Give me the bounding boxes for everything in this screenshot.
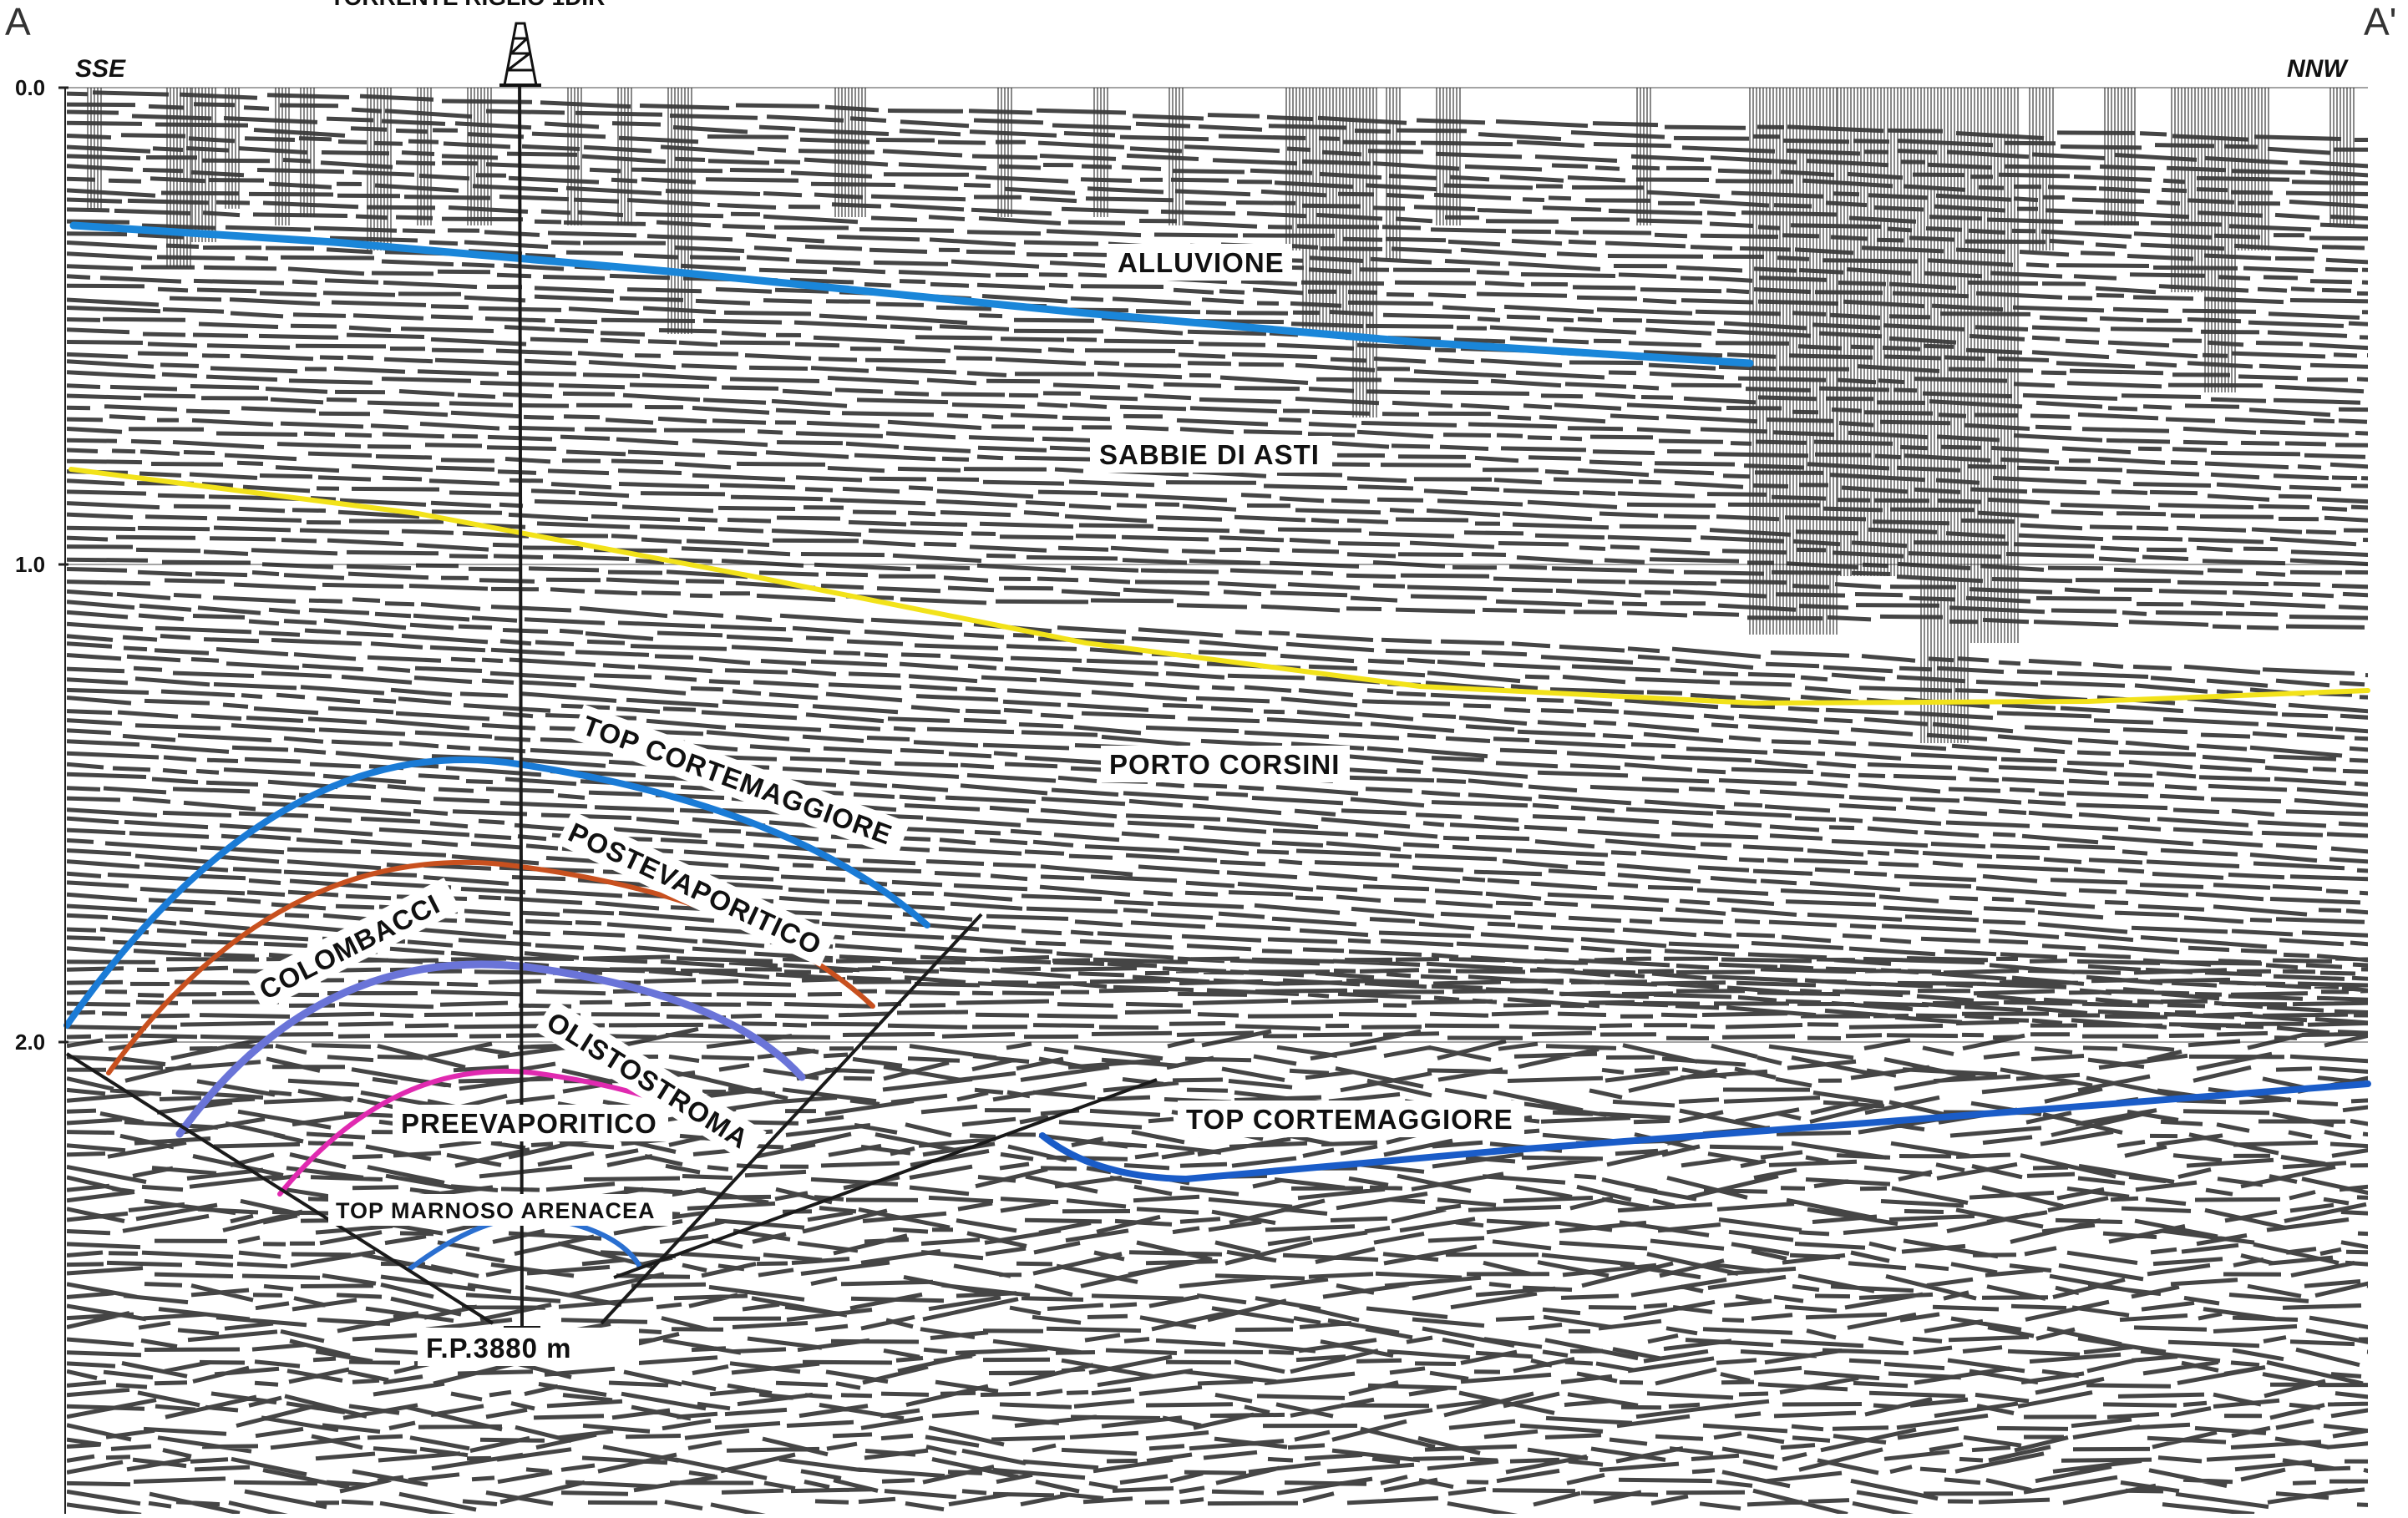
- time-tick-2: 2.0: [15, 1030, 45, 1055]
- drilling-rig-icon: [499, 22, 541, 87]
- time-tick-1: 1.0: [15, 552, 45, 577]
- label-preevaporitico: PREEVAPORITICO: [401, 1108, 657, 1139]
- fault-right: [600, 913, 983, 1325]
- olistostroma-horizon: [175, 960, 806, 1138]
- section-end-label: A': [2364, 0, 2396, 43]
- section-start-label: A: [5, 0, 31, 43]
- vertical-noise-bands: [87, 88, 2355, 743]
- sabbie-di-asti-base-horizon: [68, 467, 2370, 706]
- alluvione-base-horizon: [69, 221, 1754, 367]
- fault-right-splay: [613, 1078, 1158, 1279]
- well-name: TORRENTE RIGLIO 1DIR: [330, 0, 605, 10]
- label-top-marnoso-arenacea: TOP MARNOSO ARENACEA: [336, 1198, 656, 1223]
- direction-right: NNW: [2287, 55, 2349, 83]
- label-alluvione: ALLUVIONE: [1118, 247, 1285, 278]
- seismic-reflection-texture: [67, 90, 2368, 1514]
- label-porto-corsini: PORTO CORSINI: [1109, 749, 1340, 780]
- label-sabbie-di-asti: SABBIE DI ASTI: [1099, 439, 1320, 470]
- direction-left: SSE: [75, 55, 126, 83]
- fault-left: [65, 1052, 494, 1325]
- label-top-cortemaggiore-right: TOP CORTEMAGGIORE: [1186, 1104, 1513, 1135]
- top-cortemaggiore-anticline-horizon: [63, 756, 930, 1029]
- time-tick-0: 0.0: [15, 75, 45, 100]
- fault-lines: [65, 913, 1158, 1325]
- time-axis: 0.0 1.0 2.0: [15, 75, 68, 1514]
- top-cortemaggiore-right-horizon: [1039, 1080, 2371, 1183]
- well-total-depth: F.P.3880 m: [426, 1333, 572, 1364]
- time-grid: [67, 87, 2368, 1043]
